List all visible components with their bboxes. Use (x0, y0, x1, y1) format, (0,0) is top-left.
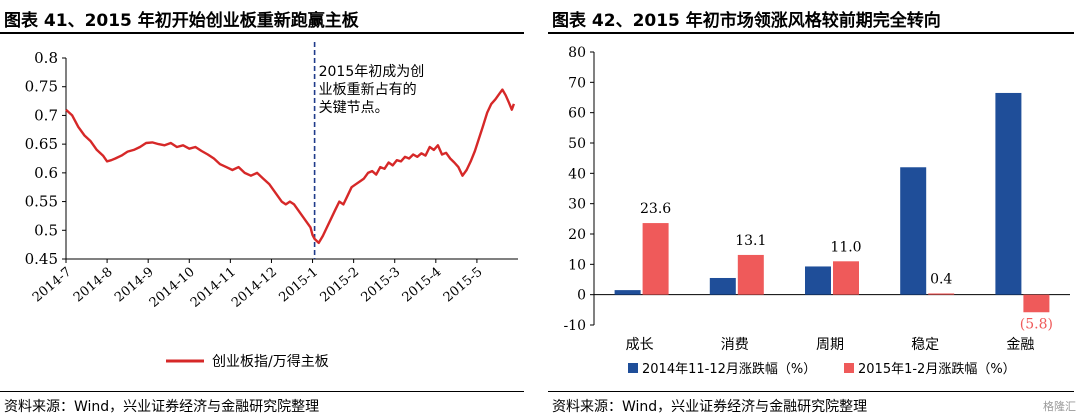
bar-data-label: 13.1 (735, 233, 766, 249)
left-y-tick-label: 0.45 (25, 250, 58, 268)
left-x-tick-label: 2015-4 (400, 265, 445, 306)
left-y-tick-label: 0.5 (34, 221, 58, 239)
left-y-tick-label: 0.6 (34, 164, 58, 182)
bar-2014 (995, 92, 1022, 295)
right-category-label: 稳定 (911, 337, 939, 353)
bar-2015 (928, 293, 955, 295)
left-x-tick-label: 2014-10 (147, 265, 198, 311)
left-y-tick-label: 0.65 (25, 135, 58, 153)
right-y-tick-label: 40 (568, 166, 586, 182)
right-y-tick-label: 30 (568, 197, 586, 213)
left-chart-panel: 图表 41、2015 年初开始创业板重新跑赢主板 0.45 0.5 0.55 0.6 0… (0, 0, 530, 419)
bar-data-label: 11.0 (830, 239, 861, 255)
right-category-label: 消费 (721, 337, 749, 353)
left-x-tick-label: 2014-7 (30, 265, 75, 306)
left-legend-label: 创业板指/万得主板 (212, 353, 329, 370)
bar-2015 (1023, 294, 1050, 313)
legend-label-2015: 2015年1-2月涨跌幅（%） (858, 361, 1016, 377)
legend-swatch-2015 (844, 363, 854, 373)
left-y-tick-label: 0.8 (34, 49, 58, 67)
right-bar-chart: -10 0 10 20 30 40 50 60 70 80 23.6 成长 13.1 消费 11.0 周期 0.… (563, 45, 1070, 377)
left-y-tick-label: 0.55 (25, 193, 58, 211)
right-source-note: 资料来源：Wind，兴业证券经济与金融研究院整理 (552, 399, 868, 415)
left-annotation-line: 关键节点。 (319, 100, 389, 116)
right-y-tick-label: 70 (568, 75, 586, 91)
left-x-tick-label: 2015-2 (318, 265, 363, 306)
right-y-tick-label: 80 (568, 45, 586, 61)
left-title-rule (0, 32, 524, 34)
right-category-label: 周期 (816, 337, 844, 353)
right-category-label: 金融 (1006, 337, 1034, 353)
bar-2015 (833, 261, 859, 295)
left-source-note: 资料来源：Wind，兴业证券经济与金融研究院整理 (4, 399, 320, 415)
legend-label-2014: 2014年11-12月涨跌幅（%） (642, 361, 816, 377)
bar-2014 (805, 266, 831, 295)
bar-2015 (737, 254, 764, 295)
bar-2014 (900, 167, 927, 295)
right-y-tick-label: -10 (563, 318, 586, 334)
bar-data-label: 23.6 (640, 201, 671, 217)
right-chart-panel: 图表 42、2015 年初市场领涨风格较前期完全转向 -10 0 10 20 30 40 5… (548, 0, 1080, 419)
left-line-chart: 0.45 0.5 0.55 0.6 0.65 0.7 0.75 0.8 2014-72014-8… (25, 42, 518, 370)
left-source-rule (0, 391, 524, 392)
right-y-tick-label: 60 (568, 106, 586, 122)
left-x-tick-label: 2014-11 (188, 265, 239, 311)
bar-data-label: 0.4 (930, 271, 952, 287)
left-x-tick-label: 2015-5 (441, 265, 486, 306)
left-x-tick-label: 2015-1 (276, 265, 321, 306)
right-y-tick-label: 50 (568, 136, 586, 152)
legend-swatch-2014 (628, 363, 638, 373)
left-y-tick-label: 0.7 (34, 106, 58, 124)
right-source-rule (548, 391, 1074, 392)
right-title-rule (548, 32, 1074, 34)
watermark-logo: 格隆汇 (1043, 400, 1076, 413)
right-y-tick-label: 20 (568, 227, 586, 243)
bar-2014 (709, 277, 736, 295)
bar-data-label: (5.8) (1020, 316, 1053, 332)
left-y-tick-label: 0.75 (25, 78, 58, 96)
right-y-tick-label: 10 (568, 257, 586, 273)
bar-2015 (642, 223, 669, 295)
right-y-tick-label: 0 (577, 288, 586, 304)
left-series-line (65, 88, 516, 245)
right-figure-title: 图表 42、2015 年初市场领涨风格较前期完全转向 (552, 11, 941, 31)
right-category-label: 成长 (626, 337, 654, 353)
left-x-tick-label: 2014-8 (71, 265, 116, 306)
left-annotation-line: 业板重新占有的 (319, 82, 417, 98)
bar-2014 (614, 290, 641, 295)
left-figure-title: 图表 41、2015 年初开始创业板重新跑赢主板 (4, 11, 359, 31)
left-annotation-line: 2015年初成为创 (319, 63, 425, 80)
left-x-tick-label: 2015-3 (359, 265, 404, 306)
left-x-tick-label: 2014-12 (229, 265, 280, 311)
